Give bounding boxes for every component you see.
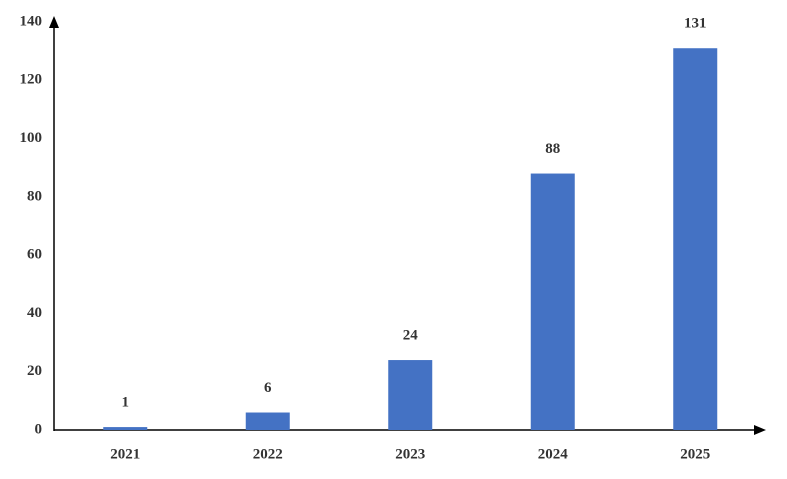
x-tick-label: 2025 bbox=[680, 446, 710, 462]
y-tick-label: 20 bbox=[27, 363, 42, 379]
y-tick-label: 120 bbox=[20, 72, 43, 88]
bar bbox=[673, 48, 718, 430]
bar bbox=[245, 412, 290, 430]
y-tick-label: 60 bbox=[27, 247, 42, 263]
y-tick-label: 80 bbox=[27, 188, 42, 204]
value-label: 1 bbox=[122, 395, 130, 411]
bar bbox=[388, 360, 433, 430]
bar bbox=[103, 427, 148, 430]
x-axis-arrow bbox=[754, 425, 766, 435]
value-label: 88 bbox=[545, 141, 560, 157]
x-tick-label: 2021 bbox=[110, 446, 140, 462]
value-label: 6 bbox=[264, 380, 272, 396]
x-tick-label: 2024 bbox=[538, 446, 569, 462]
value-label: 131 bbox=[684, 16, 707, 32]
x-tick-label: 2022 bbox=[253, 446, 283, 462]
bar bbox=[530, 173, 575, 431]
y-axis-arrow bbox=[49, 16, 59, 28]
value-label: 24 bbox=[403, 327, 419, 343]
y-tick-label: 140 bbox=[20, 13, 43, 29]
x-tick-label: 2023 bbox=[395, 446, 425, 462]
y-tick-label: 100 bbox=[20, 130, 43, 146]
y-tick-label: 0 bbox=[35, 421, 43, 437]
y-tick-label: 40 bbox=[27, 305, 42, 321]
